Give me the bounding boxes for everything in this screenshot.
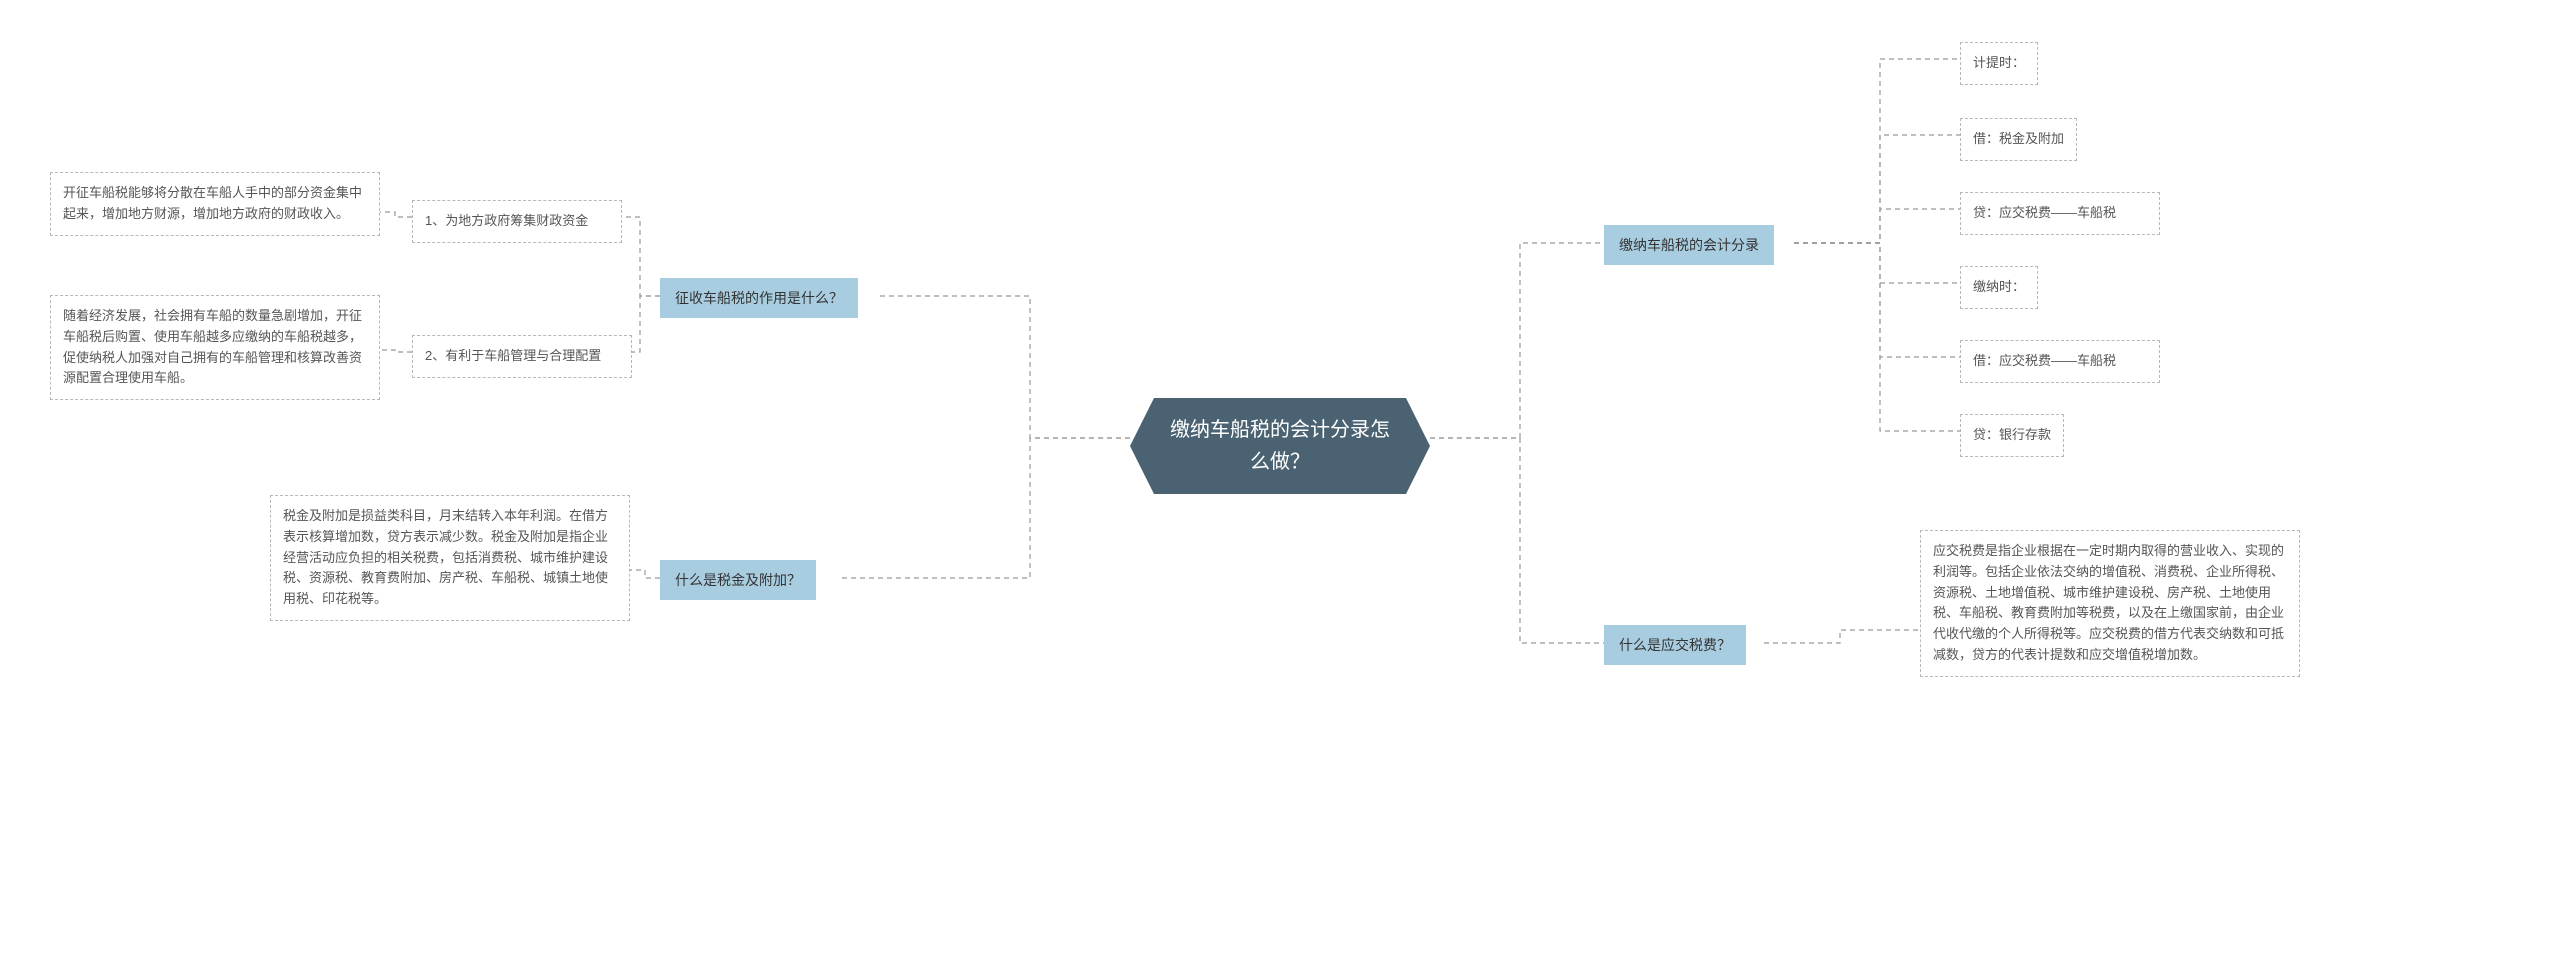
root-line1: 缴纳车船税的会计分录怎 — [1156, 414, 1404, 446]
leaf-l2-0: 税金及附加是损益类科目，月末结转入本年利润。在借方表示核算增加数，贷方表示减少数… — [270, 495, 630, 621]
branch-tax-payable: 什么是应交税费？ — [1604, 625, 1746, 665]
leaf-r1-5: 贷：银行存款 — [1960, 414, 2064, 457]
root-line2: 么做？ — [1156, 446, 1404, 478]
leaf-r1-4: 借：应交税费——车船税 — [1960, 340, 2160, 383]
branch-accounting-entries: 缴纳车船税的会计分录 — [1604, 225, 1774, 265]
leaf-r2-0: 应交税费是指企业根据在一定时期内取得的营业收入、实现的利润等。包括企业依法交纳的… — [1920, 530, 2300, 677]
leaf-r1-0: 计提时： — [1960, 42, 2038, 85]
branch-label: 征收车船税的作用是什么？ — [675, 290, 843, 306]
branch-label: 什么是应交税费？ — [1619, 637, 1731, 653]
leaf-l1-0-0: 开征车船税能够将分散在车船人手中的部分资金集中起来，增加地方财源，增加地方政府的… — [50, 172, 380, 236]
leaf-r1-2: 贷：应交税费——车船税 — [1960, 192, 2160, 235]
leaf-r1-3: 缴纳时： — [1960, 266, 2038, 309]
branch-label: 什么是税金及附加？ — [675, 572, 801, 588]
branch-tax-purpose: 征收车船税的作用是什么？ — [660, 278, 858, 318]
leaf-l1-1-0: 随着经济发展，社会拥有车船的数量急剧增加，开征车船税后购置、使用车船越多应缴纳的… — [50, 295, 380, 400]
branch-tax-additional: 什么是税金及附加？ — [660, 560, 816, 600]
leaf-l1-0: 1、为地方政府筹集财政资金 — [412, 200, 622, 243]
root-node: 缴纳车船税的会计分录怎 么做？ — [1130, 398, 1430, 494]
leaf-l1-1: 2、有利于车船管理与合理配置 — [412, 335, 632, 378]
leaf-r1-1: 借：税金及附加 — [1960, 118, 2077, 161]
branch-label: 缴纳车船税的会计分录 — [1619, 237, 1759, 253]
